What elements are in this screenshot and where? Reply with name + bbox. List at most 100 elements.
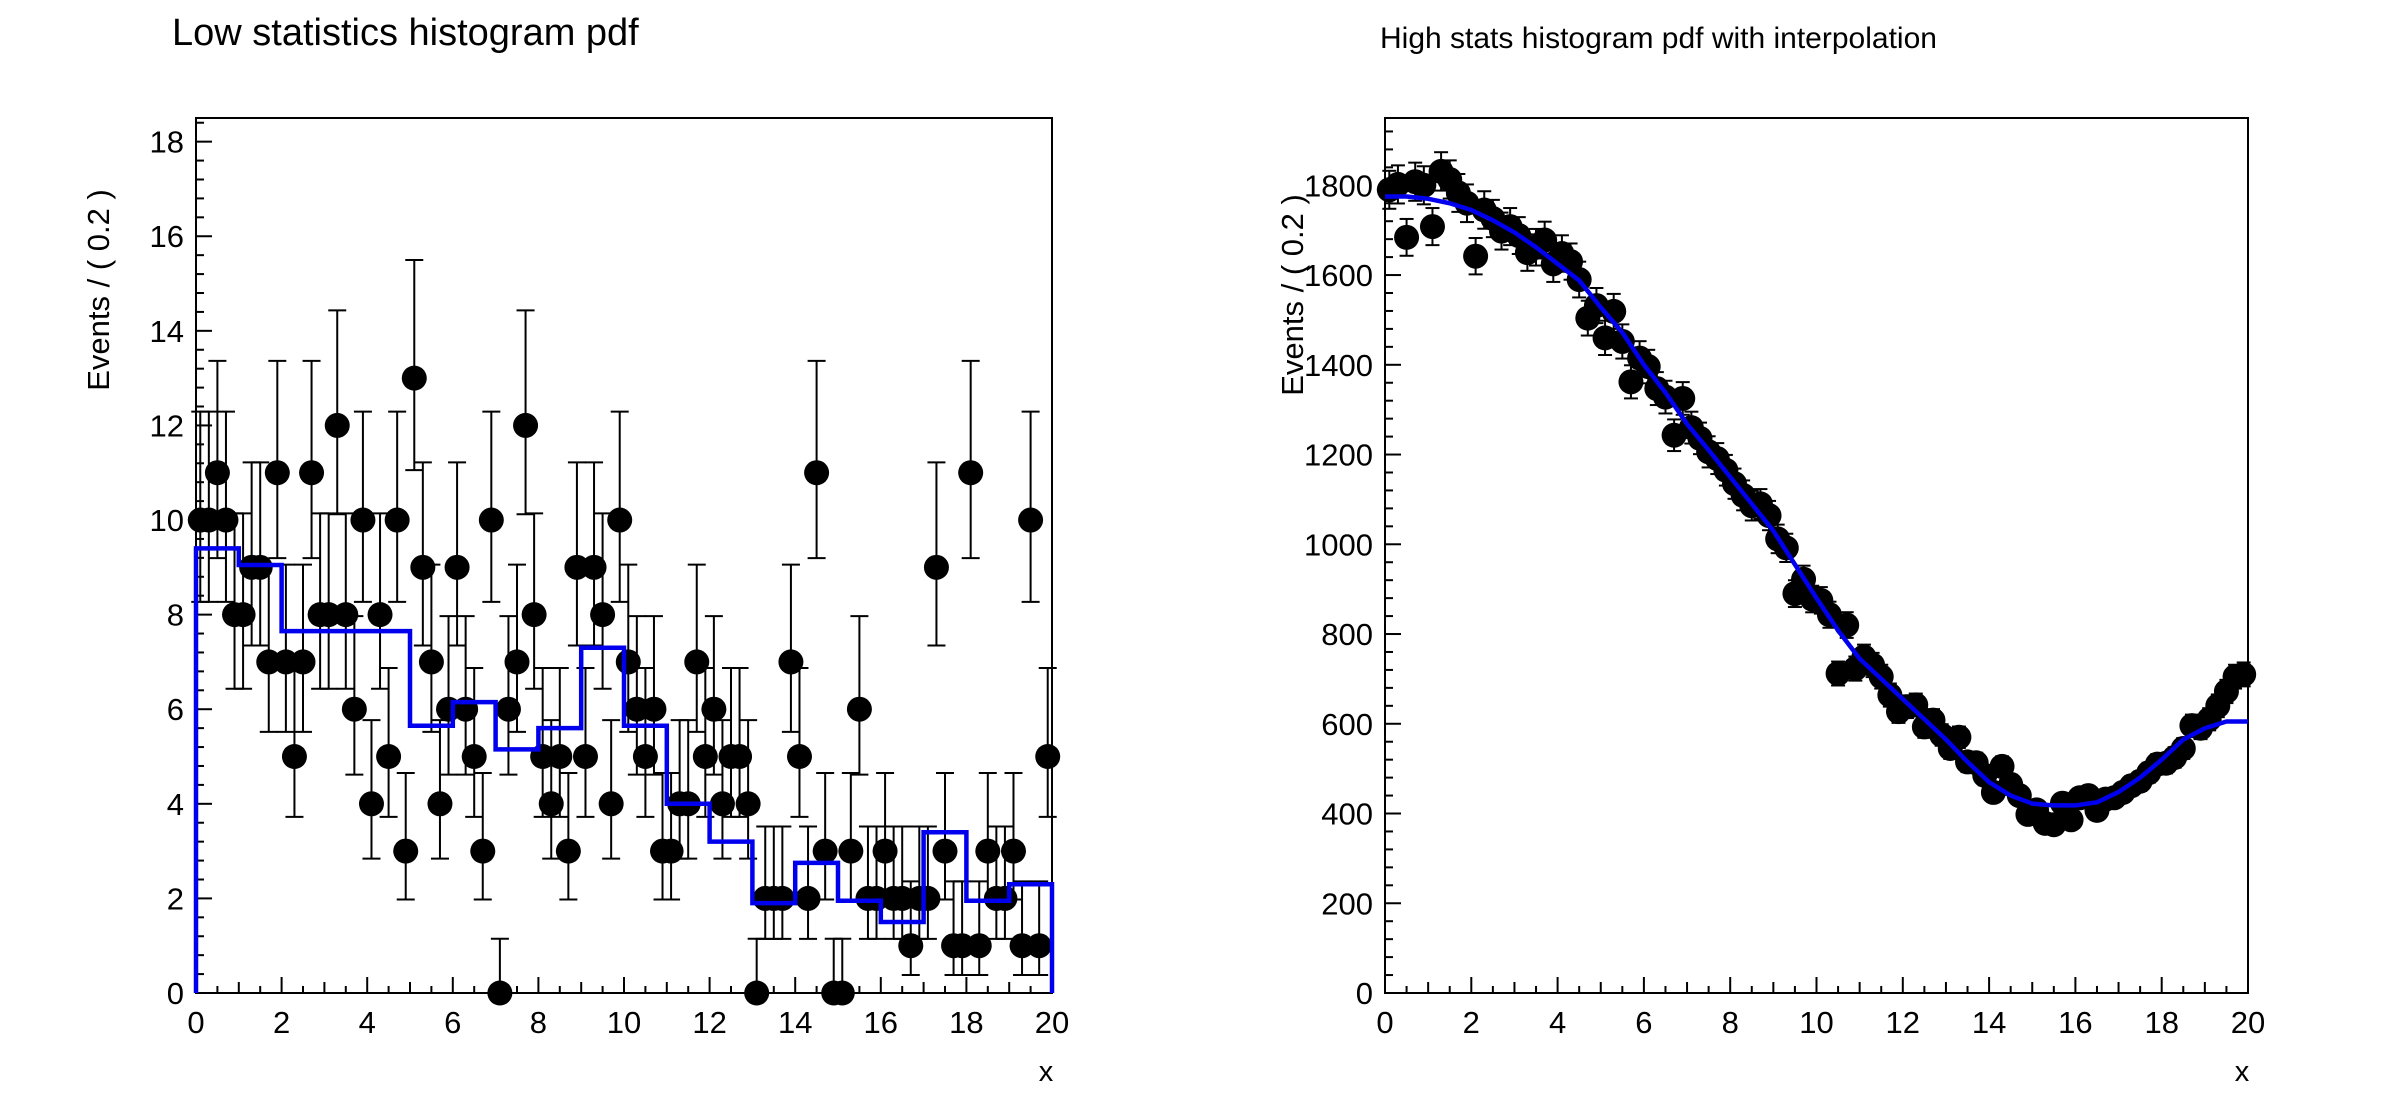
data-point-error (427, 719, 453, 860)
data-point-error (247, 461, 273, 647)
data-point-error (632, 666, 658, 818)
x-tick-label: 18 (2144, 1005, 2178, 1040)
left-plot: 0 2 4 6 8 10 12 14 16 18 20 0 2 4 6 8 10 12 14 16 18 (150, 117, 1069, 1040)
data-point-error (846, 615, 872, 776)
data-point-error (1463, 237, 1489, 276)
data-point-error (658, 771, 684, 901)
data-point-marker (692, 744, 718, 770)
y-tick-label: 1600 (1304, 258, 1373, 293)
data-point-error (1670, 381, 1696, 416)
data-point-error (709, 719, 735, 860)
data-point-error (2058, 807, 2084, 833)
data-point-marker (418, 649, 444, 675)
data-point-marker (1609, 328, 1635, 354)
y-tick-label: 18 (150, 125, 184, 160)
data-point-marker (341, 696, 367, 722)
plot-frame (1384, 117, 2249, 994)
y-tick-label: 200 (1321, 886, 1373, 921)
right-plot-title: High stats histogram pdf with interpolat… (1380, 22, 1937, 55)
data-point-marker (923, 554, 949, 580)
y-tick-label: 16 (150, 219, 184, 254)
data-point-marker (538, 791, 564, 817)
x-tick-label: 14 (778, 1005, 812, 1040)
x-tick-label: 8 (1722, 1005, 1739, 1040)
data-point-marker (889, 885, 915, 911)
data-point-error (410, 461, 436, 647)
data-point-error (1026, 880, 1052, 976)
data-point-marker (735, 791, 761, 817)
data-point-marker (727, 744, 753, 770)
data-point-marker (607, 507, 633, 533)
data-point-marker (230, 602, 256, 628)
x-tick-label: 6 (444, 1005, 461, 1040)
data-point-error (607, 410, 633, 603)
data-point-marker (504, 649, 530, 675)
y-tick-label: 1400 (1304, 348, 1373, 383)
data-point-error (290, 563, 316, 733)
data-point-error (804, 359, 830, 560)
data-point-marker (521, 602, 547, 628)
data-point-marker (316, 602, 342, 628)
data-point-marker (564, 554, 590, 580)
data-point-error (641, 615, 667, 776)
data-point-marker (590, 602, 616, 628)
x-tick-label: 14 (1972, 1005, 2006, 1040)
data-point-error (701, 615, 727, 776)
data-point-error (358, 719, 384, 860)
data-point-marker (495, 696, 521, 722)
data-point-error (812, 771, 838, 901)
data-point-marker (384, 507, 410, 533)
data-point-marker (1018, 507, 1044, 533)
data-point-error (598, 719, 624, 860)
x-tick-label: 10 (1799, 1005, 1833, 1040)
data-point-marker (812, 838, 838, 864)
data-point-error (2231, 661, 2257, 688)
y-tick-label: 2 (167, 881, 184, 916)
data-point-marker (333, 602, 359, 628)
data-point-marker (393, 838, 419, 864)
right-y-axis-title: Events / ( 0.2 ) (1275, 194, 1310, 396)
data-point-error (384, 410, 410, 603)
left-plot-title: Low statistics histogram pdf (172, 12, 639, 54)
data-point-marker (358, 791, 384, 817)
data-point-error (504, 563, 530, 733)
data-point-error (838, 771, 864, 901)
data-point-error (624, 615, 650, 776)
left-y-axis-title: Events / ( 0.2 ) (81, 189, 116, 391)
data-point-marker (1463, 243, 1489, 269)
y-tick-label: 0 (167, 976, 184, 1011)
data-point-error (829, 937, 855, 1006)
y-tick-label: 10 (150, 503, 184, 538)
x-tick-label: 12 (692, 1005, 726, 1040)
data-point-marker (256, 649, 282, 675)
data-point-marker (1035, 744, 1061, 770)
data-point-marker (444, 554, 470, 580)
data-point-marker (555, 838, 581, 864)
right-x-axis-title: x (2234, 1056, 2250, 1088)
data-point-error (367, 512, 393, 690)
data-point-marker (872, 838, 898, 864)
data-point-marker (299, 460, 325, 486)
data-point-marker (581, 554, 607, 580)
data-point-error (1035, 666, 1061, 818)
y-tick-label: 600 (1321, 707, 1373, 742)
x-tick-label: 2 (273, 1005, 290, 1040)
x-tick-label: 20 (2231, 1005, 2265, 1040)
data-point-marker (2170, 735, 2196, 761)
data-point-error (1419, 207, 1445, 247)
data-point-error (299, 359, 325, 560)
data-point-marker (701, 696, 727, 722)
data-point-marker (264, 460, 290, 486)
data-point-marker (1903, 692, 1929, 718)
data-point-error (538, 719, 564, 860)
data-point-marker (290, 649, 316, 675)
y-tick-label: 12 (150, 408, 184, 443)
data-point-error (487, 937, 513, 1006)
data-point-marker (804, 460, 830, 486)
data-point-marker (769, 885, 795, 911)
data-point-marker (572, 744, 598, 770)
data-points (1376, 151, 2257, 838)
x-tick-label: 4 (359, 1005, 376, 1040)
x-tick-label: 16 (864, 1005, 898, 1040)
data-point-error (470, 771, 496, 901)
